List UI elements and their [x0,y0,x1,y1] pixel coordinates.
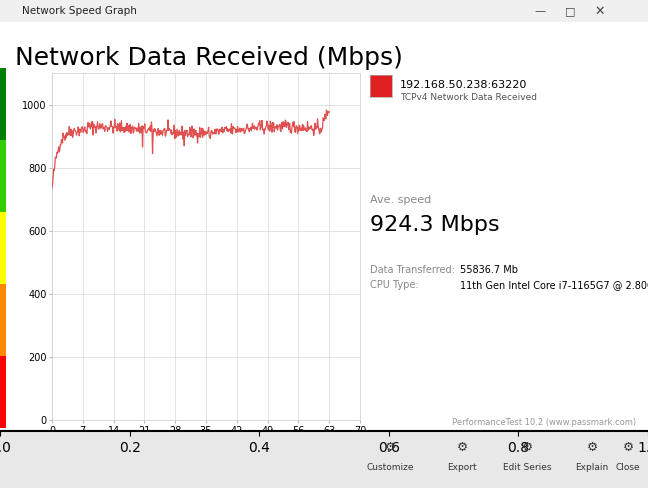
Text: Close: Close [616,464,640,472]
Text: 11th Gen Intel Core i7-1165G7 @ 2.80GHz: 11th Gen Intel Core i7-1165G7 @ 2.80GHz [460,280,648,290]
X-axis label: Time (sec.): Time (sec.) [177,440,235,450]
Text: CPU Type:: CPU Type: [370,280,419,290]
Text: ⚙: ⚙ [586,441,597,453]
Text: ⚙: ⚙ [456,441,468,453]
Text: PerformanceTest 10.2 (www.passmark.com): PerformanceTest 10.2 (www.passmark.com) [452,418,636,427]
Text: ✕: ✕ [595,4,605,18]
Text: □: □ [565,6,575,16]
Text: ⚙: ⚙ [622,441,634,453]
Text: 192.168.50.238:63220: 192.168.50.238:63220 [400,80,527,90]
Text: Network Data Received (Mbps): Network Data Received (Mbps) [15,46,403,70]
Text: ⚙: ⚙ [522,441,533,453]
Text: 55836.7 Mb: 55836.7 Mb [460,265,518,275]
Text: Explain: Explain [575,464,608,472]
Text: TCPv4 Network Data Received: TCPv4 Network Data Received [400,93,537,102]
Text: 924.3 Mbps: 924.3 Mbps [370,215,500,235]
Text: Network Speed Graph: Network Speed Graph [22,6,137,16]
Text: Ave. speed: Ave. speed [370,195,432,205]
Text: ⚙: ⚙ [384,441,396,453]
Text: —: — [535,6,546,16]
Text: Export: Export [447,464,477,472]
Text: Data Transferred:: Data Transferred: [370,265,455,275]
Text: Customize: Customize [366,464,414,472]
Text: Edit Series: Edit Series [503,464,551,472]
